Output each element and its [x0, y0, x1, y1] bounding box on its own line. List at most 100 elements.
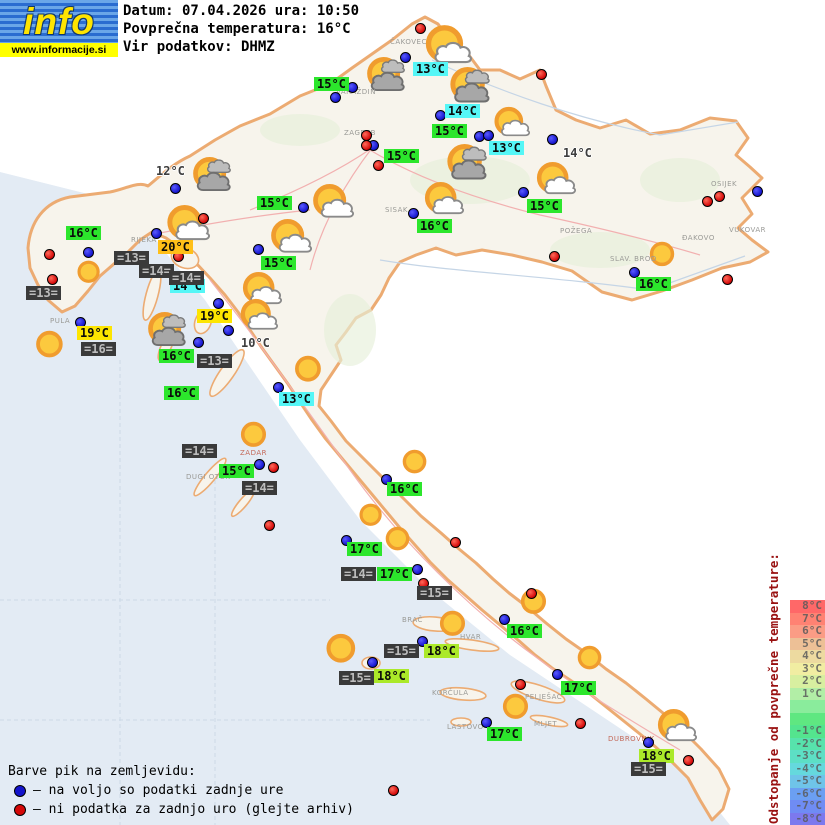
obs-dot-red: [682, 754, 694, 766]
temp-label: =13=: [197, 354, 232, 368]
obs-dot-red: [43, 248, 55, 260]
weather-icon-sun-gray: [442, 143, 490, 186]
obs-dot-red: [263, 519, 275, 531]
obs-dot-blue: [546, 133, 558, 145]
temp-label: =14=: [182, 444, 217, 458]
town-label: HVAR: [460, 633, 482, 641]
town-label: ZAGREB: [344, 129, 376, 137]
town-label: LASTOVO: [447, 723, 484, 731]
temp-label: 15°C: [527, 199, 562, 213]
logo-text: info: [23, 0, 95, 42]
temp-label: 16°C: [636, 277, 671, 291]
weather-icon-sun-gray: [362, 56, 408, 98]
temp-label: 13°C: [279, 392, 314, 406]
header-date: Datum: 07.04.2026 ura: 10:50: [123, 3, 360, 19]
town-label: PELJEŠAC: [525, 693, 563, 701]
obs-dot-blue: [399, 51, 411, 63]
town-label: MLJET: [534, 720, 558, 728]
temp-label: 16°C: [159, 349, 194, 363]
obs-dot-red: [360, 129, 372, 141]
header: Datum: 07.04.2026 ura: 10:50 Povprečna t…: [123, 2, 359, 56]
legend-title: Barve pik na zemljevidu:: [8, 764, 196, 779]
temp-label: =16=: [81, 342, 116, 356]
temp-label: =14=: [139, 264, 174, 278]
weather-icon-sun: [322, 633, 362, 670]
obs-dot-red: [701, 195, 713, 207]
obs-dot-red: [387, 784, 399, 796]
scale-row: [790, 700, 825, 713]
obs-dot-blue: [272, 381, 284, 393]
town-label: KORČULA: [432, 689, 469, 697]
temp-label: =13=: [114, 251, 149, 265]
temp-label: =13=: [26, 286, 61, 300]
town-label: POŽEGA: [560, 227, 593, 235]
temp-label: 16°C: [507, 624, 542, 638]
scale-row: 4°C: [790, 649, 825, 663]
obs-dot-blue: [480, 716, 492, 728]
weather-icon-sun-cloud: [266, 218, 313, 260]
header-data-source: Vir podatkov: DHMZ: [123, 39, 275, 55]
temp-label: 15°C: [257, 196, 292, 210]
town-label: OSIJEK: [711, 180, 738, 188]
weather-icon-sun-cloud: [420, 181, 465, 221]
obs-dot-red: [525, 587, 537, 599]
temp-label: 17°C: [561, 681, 596, 695]
obs-dot-blue: [411, 563, 423, 575]
town-label: BRAČ: [402, 616, 423, 624]
temp-label: 18°C: [374, 669, 409, 683]
obs-dot-red: [713, 190, 725, 202]
obs-dot-blue: [628, 266, 640, 278]
obs-dot-blue: [407, 207, 419, 219]
temp-label: 18°C: [424, 644, 459, 658]
temp-label: =15=: [339, 671, 374, 685]
town-label: DUBROVNIK: [608, 735, 655, 743]
deviation-color-scale: 8°C 7°C 6°C 5°C 4°C 3°C 2°C 1°C -1°C -2°C -3°C -4°C…: [790, 599, 825, 825]
legend-dot-red: [14, 803, 26, 816]
temp-label: 15°C: [314, 77, 349, 91]
temp-label: 20°C: [158, 240, 193, 254]
logo-background: info: [0, 0, 118, 43]
weather-icon-sun: [646, 241, 680, 273]
scale-row: -8°C: [790, 812, 825, 825]
obs-dot-blue: [482, 129, 494, 141]
weather-icon-sun-gray: [143, 311, 189, 353]
weather-icon-sun-gray: [188, 156, 234, 198]
scale-row: -1°C: [790, 724, 825, 738]
obs-dot-red: [360, 139, 372, 151]
weather-icon-sun: [74, 260, 105, 289]
legend-dot-blue: [14, 784, 26, 797]
temp-label: 15°C: [261, 256, 296, 270]
town-label: ZADAR: [240, 449, 268, 457]
obs-dot-blue: [434, 109, 446, 121]
town-label: VUKOVAR: [729, 226, 766, 234]
obs-dot-blue: [253, 458, 265, 470]
temp-label: 14°C: [445, 104, 480, 118]
town-label: SISAK: [385, 206, 408, 214]
weather-icon-sun-cloud: [653, 708, 698, 748]
obs-dot-blue: [642, 736, 654, 748]
obs-dot-blue: [212, 297, 224, 309]
temp-label: 16°C: [387, 482, 422, 496]
dot-legend: Barve pik na zemljevidu: – na voljo so p…: [8, 763, 354, 819]
legend-label: – ni podatka za zadnjo uro (glejte arhiv…: [33, 802, 354, 817]
temp-label: 12°C: [156, 164, 185, 178]
scale-row: -3°C: [790, 749, 825, 763]
obs-dot-blue: [192, 336, 204, 348]
temp-label: 10°C: [241, 336, 270, 350]
logo-website-link[interactable]: www.informacije.si: [0, 43, 118, 57]
weather-icon-sun: [237, 421, 272, 454]
obs-dot-blue: [340, 534, 352, 546]
weather-icon-sun-cloud: [238, 271, 283, 311]
temp-label: 16°C: [417, 219, 452, 233]
scale-row: 6°C: [790, 624, 825, 638]
obs-dot-red: [721, 273, 733, 285]
temp-label: =14=: [341, 567, 376, 581]
weather-icon-sun: [574, 645, 607, 676]
weather-icon-sun: [382, 526, 415, 557]
weather-icon-sun-cloud: [236, 298, 278, 336]
temp-label: 15°C: [219, 464, 254, 478]
scale-row: 2°C: [790, 674, 825, 688]
scale-row: -2°C: [790, 737, 825, 750]
obs-dot-blue: [498, 613, 510, 625]
